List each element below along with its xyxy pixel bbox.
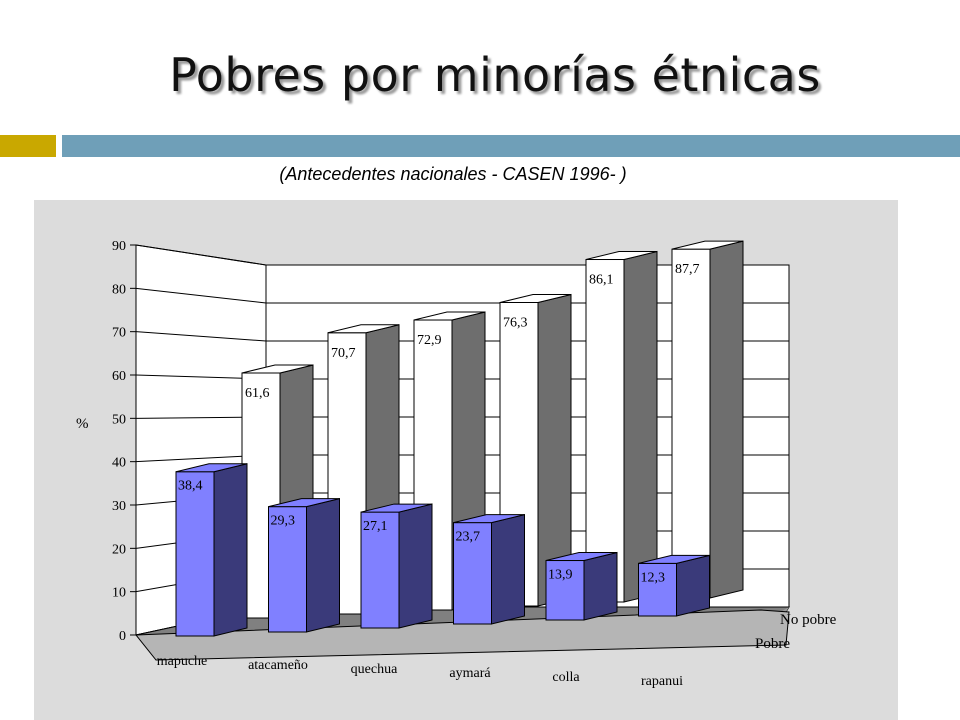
no-pobre-value-label: 86,1 bbox=[589, 273, 614, 288]
y-tick-label: 10 bbox=[112, 586, 126, 601]
pobre-bar-top bbox=[268, 498, 340, 508]
series-pobre bbox=[175, 463, 710, 637]
pobre-bar-top bbox=[638, 554, 710, 564]
y-tick-label: 90 bbox=[112, 239, 126, 254]
gridline-left bbox=[135, 331, 267, 342]
pobre-bar-side bbox=[676, 554, 710, 617]
pobre-bar-top bbox=[360, 503, 433, 513]
no-pobre-bar-top bbox=[413, 311, 486, 321]
y-tick-label: 0 bbox=[119, 629, 126, 644]
y-tick-label: 70 bbox=[112, 326, 126, 341]
y-tick-label: 30 bbox=[112, 499, 126, 514]
pobre-value-label: 38,4 bbox=[178, 479, 203, 494]
y-tick-label: 60 bbox=[112, 369, 126, 384]
pobre-bar-side bbox=[491, 513, 525, 625]
y-tick-label: 80 bbox=[112, 282, 126, 297]
no-pobre-value-label: 70,7 bbox=[331, 346, 356, 361]
no-pobre-bar-top bbox=[585, 251, 658, 261]
no-pobre-bar-face bbox=[671, 248, 711, 599]
title-wrap: Pobres por minorías étnicas bbox=[0, 48, 960, 102]
pobre-bar-face bbox=[360, 511, 400, 629]
pobre-bar-face bbox=[545, 560, 585, 621]
page-title: Pobres por minorías étnicas bbox=[169, 48, 821, 102]
no-pobre-value-label: 61,6 bbox=[245, 386, 270, 401]
pobre-bar-top bbox=[545, 552, 618, 562]
gridline-left bbox=[135, 287, 267, 304]
pobre-bar-face bbox=[453, 522, 492, 625]
pobre-value-label: 12,3 bbox=[641, 570, 666, 585]
pobre-bar-side bbox=[306, 498, 340, 633]
pobre-bar-face bbox=[268, 506, 307, 633]
pobre-bar-top bbox=[175, 463, 248, 473]
no-pobre-bar-side bbox=[623, 250, 658, 603]
category-label: quechua bbox=[351, 662, 398, 677]
page-subtitle: (Antecedentes nacionales - CASEN 1996- ) bbox=[279, 164, 627, 184]
pobre-value-label: 29,3 bbox=[271, 514, 296, 529]
no-pobre-bar-face bbox=[585, 259, 625, 603]
no-pobre-bar-top bbox=[327, 324, 400, 334]
no-pobre-value-label: 72,9 bbox=[417, 333, 442, 348]
chart-text: 0 10 20 30 40 50 60 70 80 90 61,6 70,7 72,9 76,3 86,1 8… bbox=[76, 239, 837, 689]
category-label: mapuche bbox=[157, 654, 208, 669]
header-rule bbox=[62, 135, 960, 157]
pobre-bar-side bbox=[583, 551, 618, 621]
pobre-value-label: 23,7 bbox=[456, 530, 481, 545]
y-axis-label: % bbox=[76, 416, 89, 432]
no-pobre-bar-side bbox=[709, 240, 744, 599]
category-label: atacameño bbox=[248, 658, 308, 673]
bar-chart-3d: 0 10 20 30 40 50 60 70 80 90 61,6 70,7 72,9 76,3 86,1 8… bbox=[76, 239, 837, 689]
pobre-bar-side bbox=[213, 463, 248, 637]
legend-no-pobre: No pobre bbox=[780, 612, 837, 628]
pobre-bar-top bbox=[453, 514, 525, 524]
y-tick-label: 40 bbox=[112, 456, 126, 471]
pobre-bar-face bbox=[175, 471, 215, 637]
pobre-value-label: 13,9 bbox=[548, 568, 573, 583]
accent-bar bbox=[0, 135, 56, 157]
pobre-value-label: 27,1 bbox=[363, 519, 388, 534]
no-pobre-bar-top bbox=[671, 240, 744, 250]
legend-pobre: Pobre bbox=[755, 636, 790, 652]
y-tick-label: 20 bbox=[112, 542, 126, 557]
category-label: rapanui bbox=[641, 674, 683, 689]
no-pobre-value-label: 76,3 bbox=[503, 315, 528, 330]
gridline-left bbox=[135, 244, 267, 266]
chart-panel: 0 10 20 30 40 50 60 70 80 90 61,6 70,7 72,9 76,3 86,1 8… bbox=[34, 200, 898, 720]
no-pobre-bar-top bbox=[499, 293, 572, 303]
pobre-bar-side bbox=[398, 503, 433, 629]
y-tick-label: 50 bbox=[112, 412, 126, 427]
category-label: colla bbox=[552, 670, 580, 685]
no-pobre-bar-top bbox=[241, 364, 314, 374]
category-label: aymará bbox=[449, 666, 491, 681]
no-pobre-value-label: 87,7 bbox=[675, 262, 700, 277]
